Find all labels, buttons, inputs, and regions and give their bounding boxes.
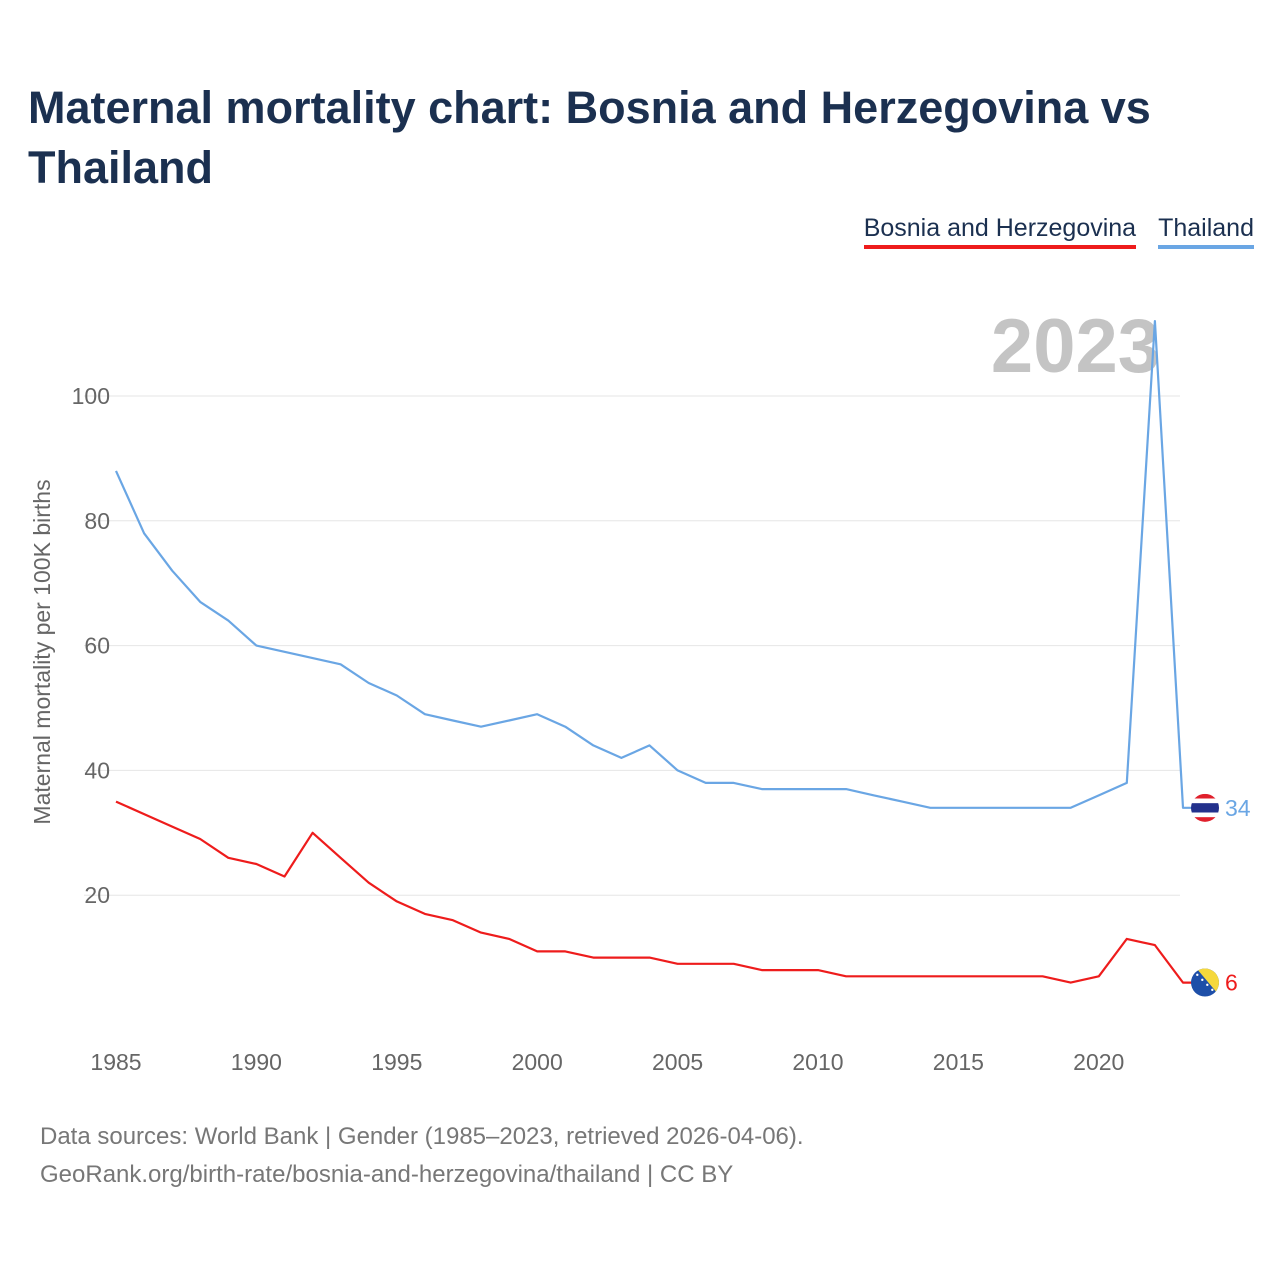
y-tick-label: 40 xyxy=(84,757,110,783)
series-lines xyxy=(114,320,1205,984)
y-axis-ticks: 20 40 60 80 100 xyxy=(72,383,110,908)
legend-item-thailand[interactable]: Thailand xyxy=(1158,214,1254,249)
x-tick-label: 2000 xyxy=(512,1049,563,1075)
y-tick-label: 60 xyxy=(84,633,110,659)
x-tick-label: 1995 xyxy=(371,1049,422,1075)
footer: Data sources: World Bank | Gender (1985–… xyxy=(40,1118,804,1194)
line-chart: 2023 20 40 60 80 100 1985 1990 1995 2000 2005 201… xyxy=(29,304,1251,1075)
x-axis-ticks: 1985 1990 1995 2000 2005 2010 2015 2020 xyxy=(90,1049,1124,1075)
y-axis-label: Maternal mortality per 100K births xyxy=(29,479,55,824)
legend-label-bosnia: Bosnia and Herzegovina xyxy=(863,214,1137,242)
series-end-markers: 6 34 xyxy=(1191,793,1251,997)
series-line-1 xyxy=(114,320,1205,809)
x-tick-label: 2010 xyxy=(792,1049,843,1075)
source-url-text[interactable]: GeoRank.org/birth-rate/bosnia-and-herzeg… xyxy=(40,1161,734,1188)
thailand-flag-icon xyxy=(1191,793,1219,822)
series-end-label-1: 34 xyxy=(1225,795,1251,821)
chart-title: Maternal mortality chart: Bosnia and Her… xyxy=(28,82,1151,193)
x-tick-label: 2005 xyxy=(652,1049,703,1075)
series-end-label-0: 6 xyxy=(1225,970,1238,996)
series-line-0 xyxy=(115,800,1205,984)
legend-item-bosnia[interactable]: Bosnia and Herzegovina xyxy=(863,214,1137,249)
bosnia-flag-icon xyxy=(1191,968,1219,997)
legend: Bosnia and Herzegovina Thailand xyxy=(863,214,1254,249)
y-tick-label: 100 xyxy=(72,383,110,409)
y-tick-label: 80 xyxy=(84,508,110,534)
grid-lines xyxy=(84,395,1180,896)
x-tick-label: 1985 xyxy=(90,1049,141,1075)
x-tick-label: 2020 xyxy=(1073,1049,1124,1075)
data-source-text: Data sources: World Bank | Gender (1985–… xyxy=(40,1123,804,1150)
year-watermark: 2023 xyxy=(991,304,1160,389)
y-tick-label: 20 xyxy=(84,882,110,908)
x-tick-label: 1990 xyxy=(231,1049,282,1075)
x-tick-label: 2015 xyxy=(933,1049,984,1075)
legend-label-thailand: Thailand xyxy=(1158,214,1254,242)
